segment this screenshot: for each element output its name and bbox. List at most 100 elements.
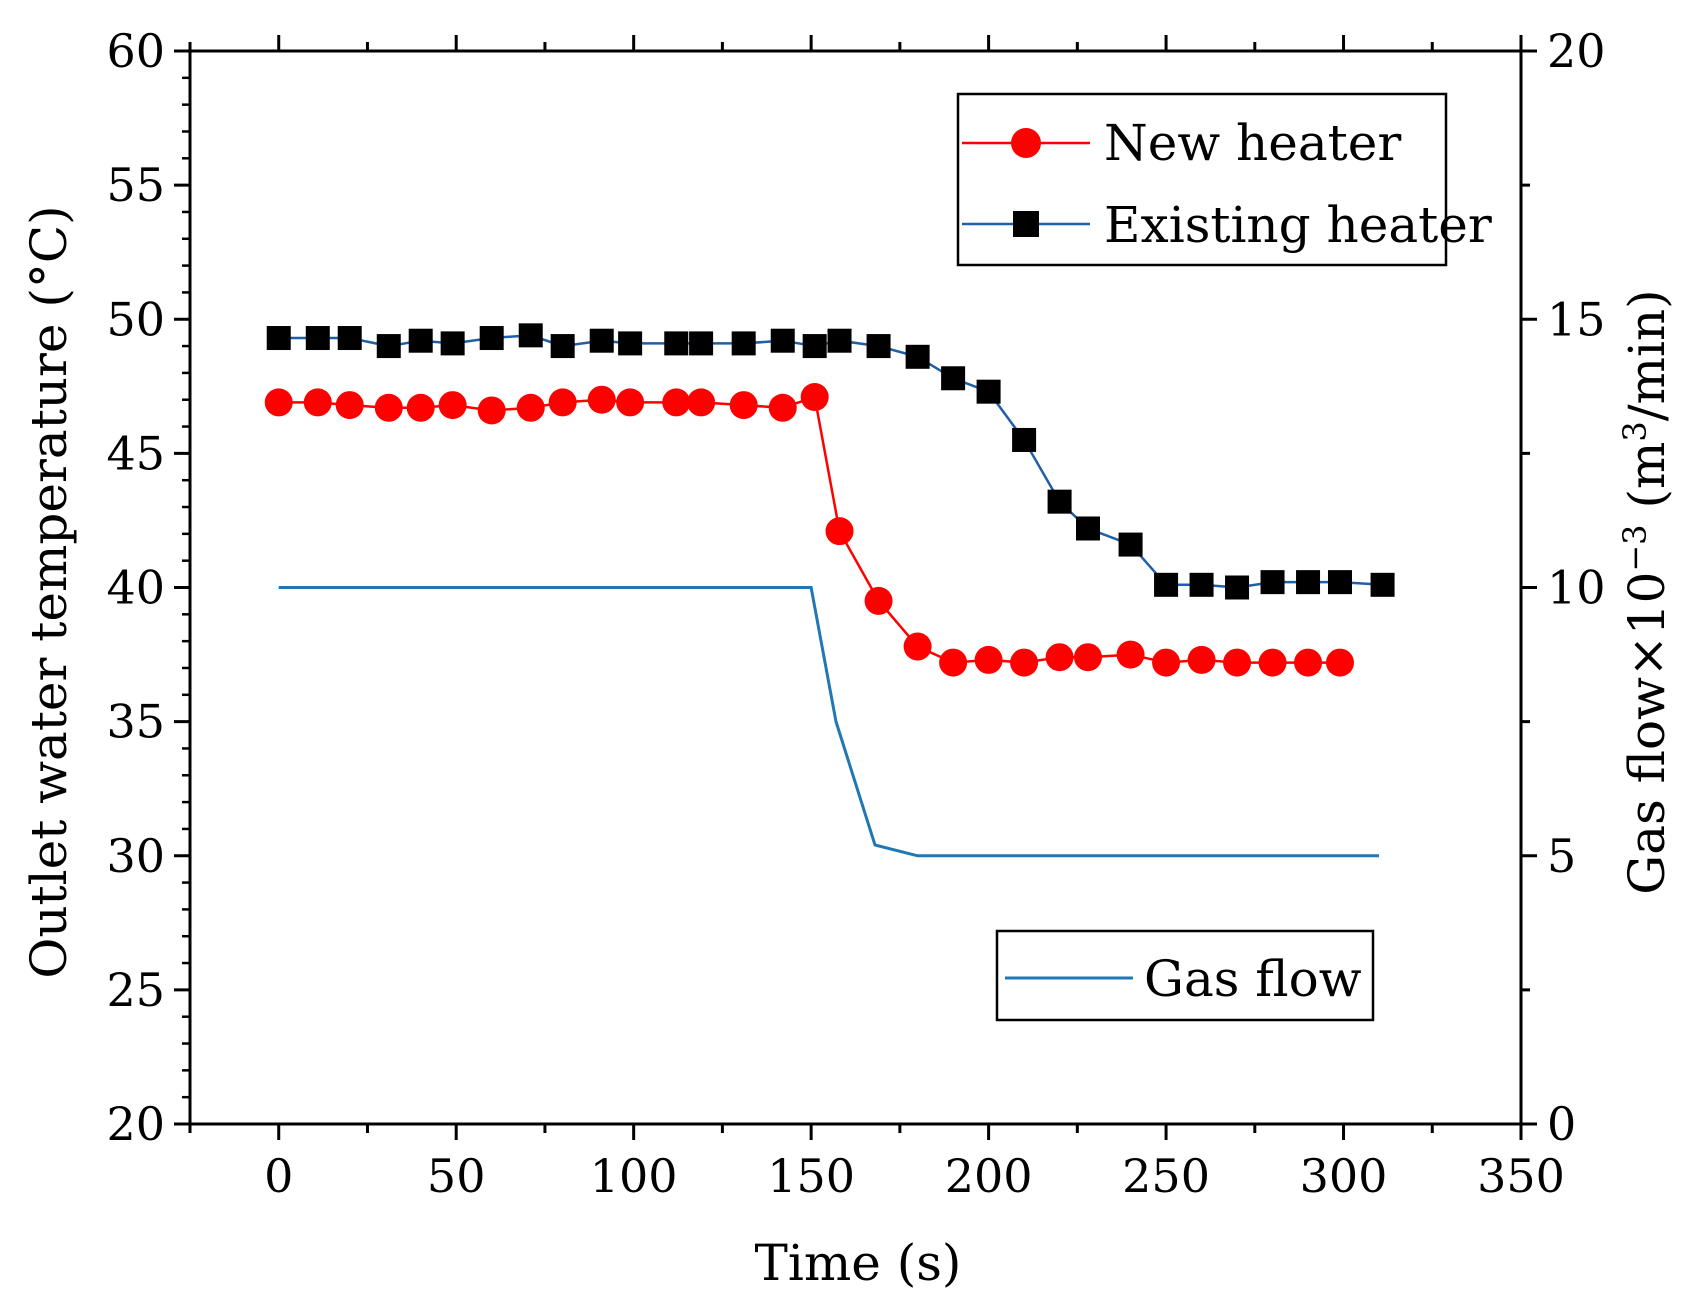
data-point-existing-heater bbox=[1118, 532, 1143, 557]
x-tick-label: 50 bbox=[427, 1149, 486, 1203]
data-point-new-heater bbox=[1187, 645, 1216, 674]
data-point-existing-heater bbox=[408, 328, 433, 353]
data-point-existing-heater bbox=[731, 331, 756, 356]
data-point-new-heater bbox=[1073, 643, 1102, 672]
data-point-existing-heater bbox=[1327, 570, 1352, 595]
y-left-tick-label: 35 bbox=[106, 695, 165, 749]
legend-new-heater-label: New heater bbox=[1104, 114, 1401, 172]
data-point-existing-heater bbox=[1370, 572, 1395, 597]
legend-gas-flow-label: Gas flow bbox=[1144, 950, 1362, 1008]
y-right-tick-label: 10 bbox=[1547, 561, 1606, 615]
axes-frame-group: 0 50 100 150 200 250 300 350 20 25 30 35 40 45 50 55 60 0… bbox=[106, 24, 1605, 1203]
data-point-new-heater bbox=[939, 648, 968, 677]
data-point-new-heater bbox=[1010, 648, 1039, 677]
y-left-tick-label: 55 bbox=[106, 158, 165, 212]
data-point-existing-heater bbox=[1189, 572, 1214, 597]
x-tick-label: 100 bbox=[590, 1149, 678, 1203]
data-point-new-heater bbox=[800, 383, 829, 412]
data-point-new-heater bbox=[864, 586, 893, 615]
legend-existing-heater-marker bbox=[1013, 211, 1039, 237]
data-point-new-heater bbox=[974, 645, 1003, 674]
data-point-new-heater bbox=[406, 393, 435, 422]
data-point-new-heater bbox=[729, 391, 758, 420]
data-point-existing-heater bbox=[866, 334, 891, 359]
x-tick-label: 250 bbox=[1122, 1149, 1210, 1203]
data-point-new-heater bbox=[264, 388, 293, 417]
legend-bottom: Gas flow bbox=[995, 929, 1375, 1022]
data-point-new-heater bbox=[374, 393, 403, 422]
data-point-new-heater bbox=[1325, 648, 1354, 677]
y-left-tick-label: 50 bbox=[106, 292, 165, 346]
x-tick-label: 350 bbox=[1477, 1149, 1565, 1203]
data-point-existing-heater bbox=[1154, 572, 1179, 597]
data-point-existing-heater bbox=[1075, 516, 1100, 541]
series-line-existing-heater bbox=[278, 334, 1383, 589]
data-point-new-heater bbox=[662, 388, 691, 417]
legend-existing-heater-label: Existing heater bbox=[1104, 196, 1492, 254]
data-point-existing-heater bbox=[941, 366, 966, 391]
x-tick-label: 0 bbox=[264, 1149, 293, 1203]
data-point-new-heater bbox=[548, 388, 577, 417]
legend-top: New heater Existing heater bbox=[956, 92, 1492, 267]
data-point-existing-heater bbox=[305, 326, 330, 351]
x-tick-label: 300 bbox=[1300, 1149, 1388, 1203]
data-point-new-heater bbox=[903, 632, 932, 661]
data-point-new-heater bbox=[616, 388, 645, 417]
data-point-new-heater bbox=[825, 517, 854, 546]
y-right-axis-title: Gas flow×10−3 (m3/min) bbox=[1616, 289, 1676, 894]
data-point-existing-heater bbox=[440, 331, 465, 356]
x-tick-label: 150 bbox=[767, 1149, 855, 1203]
data-point-new-heater bbox=[1258, 648, 1287, 677]
data-point-existing-heater bbox=[337, 326, 362, 351]
data-point-existing-heater bbox=[905, 344, 930, 369]
data-point-existing-heater bbox=[589, 328, 614, 353]
data-point-new-heater bbox=[687, 388, 716, 417]
data-point-new-heater bbox=[1116, 640, 1145, 669]
data-point-existing-heater bbox=[770, 328, 795, 353]
y-right-tick-label: 0 bbox=[1547, 1097, 1576, 1151]
data-point-existing-heater bbox=[266, 326, 291, 351]
data-point-existing-heater bbox=[1225, 575, 1250, 600]
data-point-new-heater bbox=[1045, 643, 1074, 672]
legend-new-heater-marker bbox=[1011, 128, 1041, 158]
data-point-existing-heater bbox=[827, 328, 852, 353]
data-point-existing-heater bbox=[1296, 570, 1321, 595]
legend-bottom-box bbox=[995, 929, 1375, 1022]
markers-group bbox=[264, 323, 1395, 677]
data-point-existing-heater bbox=[689, 331, 714, 356]
y-left-tick-label: 60 bbox=[106, 24, 165, 78]
y-left-tick-label: 45 bbox=[106, 426, 165, 480]
data-point-new-heater bbox=[303, 388, 332, 417]
series-line-new-heater bbox=[278, 395, 1340, 664]
legend-top-box bbox=[956, 92, 1448, 267]
data-point-existing-heater bbox=[1260, 570, 1285, 595]
data-point-new-heater bbox=[1294, 648, 1323, 677]
y-right-tick-label: 5 bbox=[1547, 829, 1576, 883]
data-point-existing-heater bbox=[376, 334, 401, 359]
x-axis-title: Time (s) bbox=[755, 1234, 962, 1292]
y-left-tick-label: 20 bbox=[106, 1097, 165, 1151]
data-point-new-heater bbox=[768, 393, 797, 422]
x-tick-label: 200 bbox=[945, 1149, 1033, 1203]
data-point-existing-heater bbox=[550, 334, 575, 359]
data-point-new-heater bbox=[1223, 648, 1252, 677]
data-point-existing-heater bbox=[518, 323, 543, 348]
data-point-existing-heater bbox=[618, 331, 643, 356]
data-point-existing-heater bbox=[479, 326, 504, 351]
data-point-new-heater bbox=[516, 393, 545, 422]
data-point-existing-heater bbox=[802, 334, 827, 359]
y-left-tick-label: 25 bbox=[106, 963, 165, 1017]
data-point-new-heater bbox=[335, 391, 364, 420]
data-point-new-heater bbox=[477, 396, 506, 425]
data-point-new-heater bbox=[1152, 648, 1181, 677]
data-point-existing-heater bbox=[1012, 427, 1037, 452]
data-point-new-heater bbox=[438, 391, 467, 420]
y-right-tick-label: 20 bbox=[1547, 24, 1606, 78]
data-point-existing-heater bbox=[976, 379, 1001, 404]
y-left-tick-label: 40 bbox=[106, 561, 165, 615]
series-line-gas-flow bbox=[278, 586, 1379, 858]
data-point-existing-heater bbox=[1047, 489, 1072, 514]
y-left-axis-title: Outlet water temperature (°C) bbox=[20, 205, 78, 978]
y-right-tick-label: 15 bbox=[1547, 292, 1606, 346]
